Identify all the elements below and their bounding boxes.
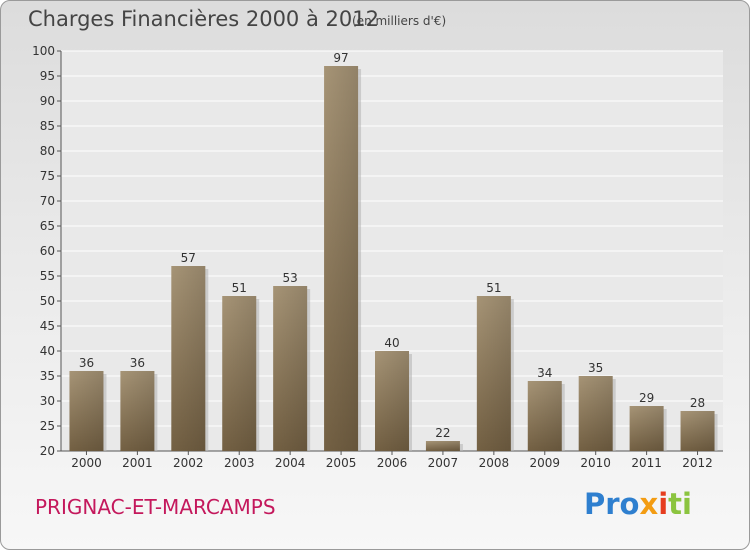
- x-tick-label: 2004: [275, 456, 306, 470]
- y-tick-label: 85: [40, 119, 55, 133]
- y-tick-label: 80: [40, 144, 55, 158]
- chart-title: Charges Financières 2000 à 2012: [28, 7, 379, 31]
- x-tick-label: 2012: [682, 456, 713, 470]
- value-label: 97: [333, 51, 348, 65]
- bars: [69, 66, 718, 451]
- x-tick-label: 2010: [580, 456, 611, 470]
- x-tick-label: 2003: [224, 456, 255, 470]
- value-label: 28: [690, 396, 705, 410]
- y-tick-label: 95: [40, 69, 55, 83]
- bar-shade: [222, 296, 257, 451]
- y-tick-label: 75: [40, 169, 55, 183]
- bar-shade: [680, 411, 715, 451]
- bar-shade: [120, 371, 155, 451]
- x-tick-label: 2006: [377, 456, 408, 470]
- bar-shade: [171, 266, 206, 451]
- value-label: 34: [537, 366, 552, 380]
- y-tick-label: 20: [40, 444, 55, 458]
- logo-part: Pro: [584, 487, 640, 521]
- tick-labels: 20 25 30 35 40 45 50 55 60 65 70 75 80 85 90 95 100 2000 2…: [32, 44, 713, 470]
- logo-part: i: [658, 487, 669, 521]
- value-label: 36: [79, 356, 94, 370]
- y-tick-label: 25: [40, 419, 55, 433]
- x-tick-label: 2005: [326, 456, 357, 470]
- bar-shade: [629, 406, 664, 451]
- x-tick-label: 2002: [173, 456, 204, 470]
- x-tick-label: 2008: [479, 456, 510, 470]
- value-label: 57: [181, 251, 196, 265]
- bar-shade: [578, 376, 613, 451]
- bar-shade: [375, 351, 409, 451]
- bar-shade: [425, 441, 460, 451]
- x-tick-label: 2009: [529, 456, 560, 470]
- value-label: 40: [384, 336, 399, 350]
- y-tick-label: 50: [40, 294, 55, 308]
- logo-part: ti: [668, 487, 692, 521]
- y-tick-label: 70: [40, 194, 55, 208]
- bar-shade: [476, 296, 511, 451]
- value-label: 53: [283, 271, 298, 285]
- value-label: 22: [435, 426, 450, 440]
- value-label: 51: [232, 281, 247, 295]
- x-tick-label: 2000: [71, 456, 102, 470]
- x-tick-label: 2007: [428, 456, 459, 470]
- bar-shade: [324, 66, 359, 451]
- value-label: 36: [130, 356, 145, 370]
- bar-shade: [527, 381, 562, 451]
- bar-shade: [69, 371, 104, 451]
- bar-shade: [273, 286, 308, 451]
- y-tick-label: 30: [40, 394, 55, 408]
- value-label: 29: [639, 391, 654, 405]
- logo-part: x: [639, 487, 659, 521]
- value-labels: 36 36 57 51 53 97 40 22 51 34 35 29 28: [79, 51, 705, 440]
- y-tick-label: 60: [40, 244, 55, 258]
- y-tick-label: 90: [40, 94, 55, 108]
- chart-subtitle: (en milliers d'€): [352, 14, 447, 28]
- y-tick-label: 40: [40, 344, 55, 358]
- y-tick-label: 65: [40, 219, 55, 233]
- y-tick-label: 100: [32, 44, 55, 58]
- y-tick-label: 55: [40, 269, 55, 283]
- y-tick-label: 35: [40, 369, 55, 383]
- value-label: 51: [486, 281, 501, 295]
- proxiti-logo: Proxiti: [584, 487, 692, 521]
- x-tick-label: 2001: [122, 456, 153, 470]
- commune-name: PRIGNAC-ET-MARCAMPS: [35, 495, 276, 519]
- value-label: 35: [588, 361, 603, 375]
- x-tick-label: 2011: [631, 456, 662, 470]
- y-tick-label: 45: [40, 319, 55, 333]
